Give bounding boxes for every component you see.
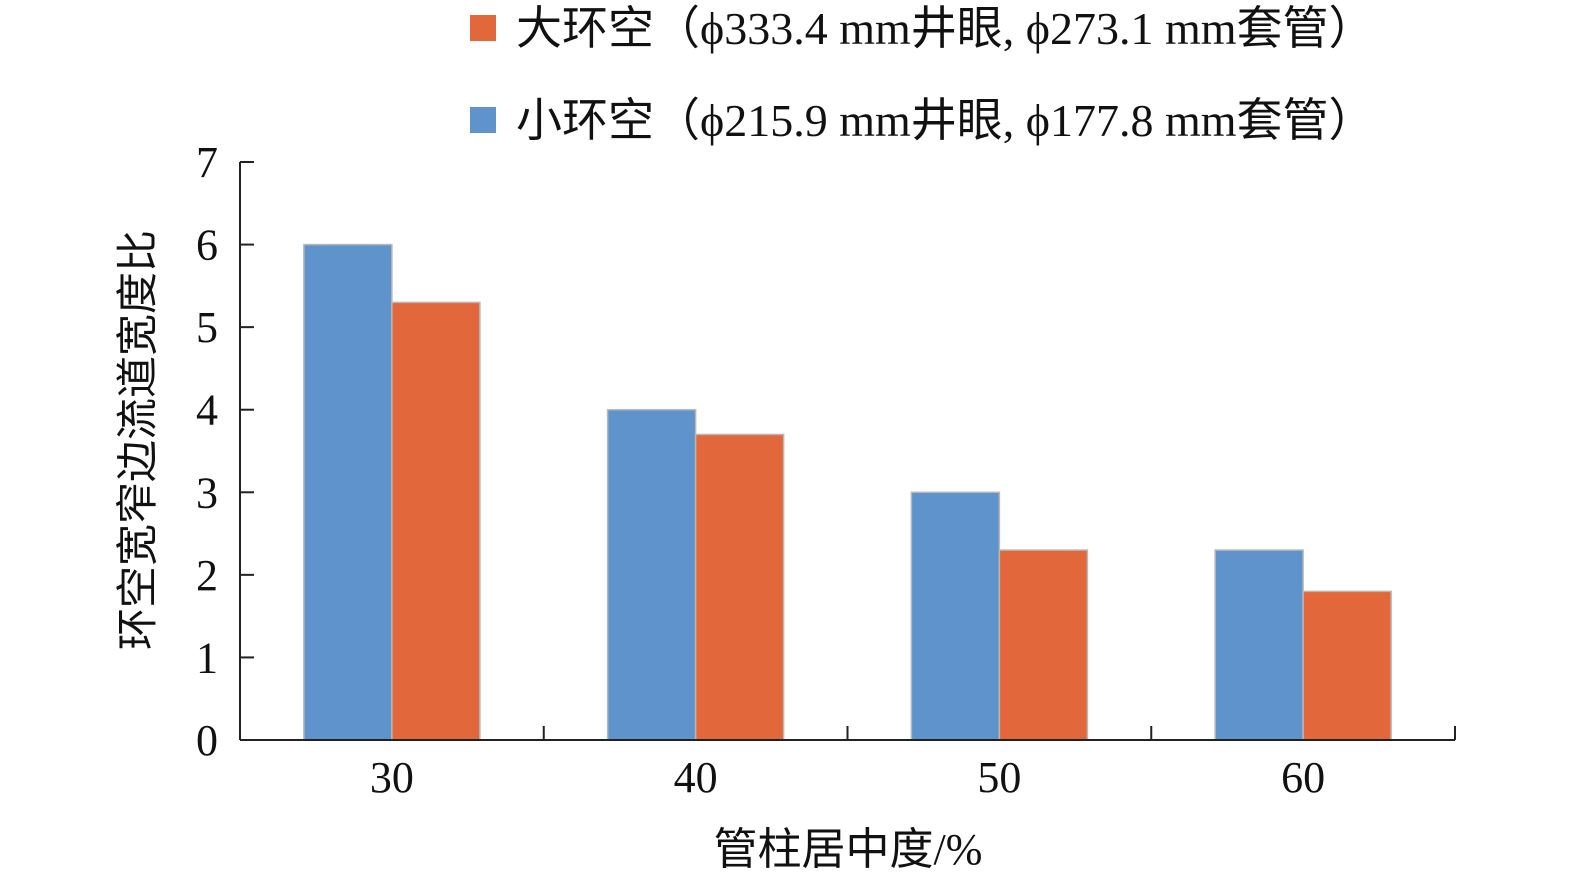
bar-small-annulus-40 (606, 408, 697, 741)
y-tick-label: 1 (196, 633, 218, 682)
bar-small-annulus-60 (1214, 549, 1304, 741)
bar-large-annulus-30 (391, 301, 481, 741)
y-tick-label: 5 (196, 303, 218, 352)
y-tick-label: 4 (196, 386, 218, 435)
axes: 0 1 2 3 4 5 6 7 30 40 50 60 (196, 138, 1456, 802)
y-tick-label: 7 (196, 138, 218, 187)
bar-small-annulus-30 (303, 243, 393, 741)
legend-swatch (470, 15, 496, 41)
bar-small-annulus-50 (910, 491, 1001, 741)
bars (303, 243, 1392, 741)
y-tick-label: 0 (196, 716, 218, 765)
legend: 大环空（ϕ333.4 mm井眼, ϕ273.1 mm套管） 小环空（ϕ215.9 … (470, 3, 1375, 146)
x-axis-label: 管柱居中度/% (714, 825, 983, 874)
legend-label: 小环空（ϕ215.9 mm井眼, ϕ177.8 mm套管） (516, 95, 1375, 146)
x-tick-label: 40 (674, 753, 718, 802)
y-tick-label: 6 (196, 221, 218, 270)
x-tick-label: 30 (370, 753, 414, 802)
bar-large-annulus-60 (1302, 590, 1392, 741)
x-tick-label: 60 (1281, 753, 1325, 802)
y-tick-label: 2 (196, 551, 218, 600)
bar-large-annulus-50 (998, 549, 1089, 741)
y-tick-label: 3 (196, 468, 218, 517)
legend-swatch (470, 107, 496, 133)
x-tick-label: 50 (977, 753, 1021, 802)
bar-large-annulus-40 (694, 433, 785, 741)
legend-label: 大环空（ϕ333.4 mm井眼, ϕ273.1 mm套管） (516, 3, 1375, 54)
y-axis-label: 环空宽窄边流道宽度比 (115, 230, 162, 650)
